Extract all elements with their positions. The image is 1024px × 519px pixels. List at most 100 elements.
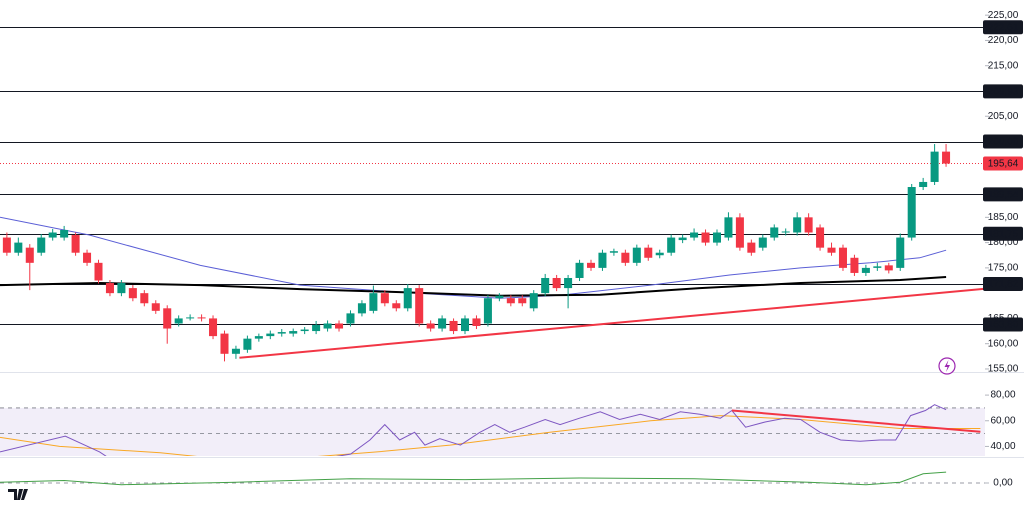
lightning-icon[interactable] — [938, 357, 956, 375]
candle-body — [174, 318, 183, 324]
candle-body — [71, 235, 80, 253]
y-tick-label: 185,00 — [988, 212, 1019, 223]
indicator-pane — [0, 471, 985, 486]
candle-body — [781, 231, 790, 233]
candle-body — [483, 298, 492, 324]
candle-body — [609, 251, 618, 253]
candle-body — [289, 331, 298, 334]
y-tick-label: 215,00 — [988, 60, 1019, 71]
candle-body — [873, 266, 882, 268]
candle-body — [586, 262, 596, 268]
candle-body — [552, 277, 561, 289]
candle-body — [747, 242, 756, 253]
band — [0, 407, 985, 456]
candle-body — [667, 237, 676, 253]
candle-body — [690, 232, 699, 238]
candle-body — [850, 257, 859, 273]
candle-body — [220, 333, 229, 354]
level-label-box — [983, 187, 1023, 202]
candle-body — [621, 252, 630, 263]
candle-body — [335, 323, 344, 329]
logo — [8, 489, 28, 500]
level-label: 163,80 — [988, 320, 1019, 331]
candle-body — [14, 242, 23, 253]
candle-body — [838, 247, 847, 268]
candle-body — [37, 237, 46, 253]
candle-body — [151, 303, 160, 311]
candle-body — [357, 303, 366, 314]
candle-body — [25, 247, 34, 263]
level-label: 209,93 — [988, 86, 1019, 97]
candle-body — [140, 293, 149, 304]
candle-body — [575, 262, 584, 278]
candle-body — [254, 336, 263, 339]
candle-body — [942, 151, 951, 164]
y-tick-label: 80,00 — [990, 390, 1015, 401]
candle-body — [60, 229, 69, 238]
candle-body — [644, 247, 653, 258]
candle-body — [712, 232, 721, 243]
candle-body — [197, 317, 206, 319]
candle-body — [541, 277, 550, 294]
y-tick-label: 175,00 — [988, 263, 1019, 274]
level-label-box — [983, 226, 1023, 241]
candle-body — [277, 332, 286, 334]
candle-body — [392, 303, 401, 309]
candle-body — [266, 333, 275, 337]
candle-body — [701, 232, 710, 243]
candle-body — [426, 323, 435, 329]
candle-body — [231, 348, 240, 354]
level-label-box — [983, 134, 1023, 149]
indicator-line — [0, 415, 981, 456]
candle-body — [94, 262, 103, 281]
candle-body — [403, 288, 412, 309]
y-tick-label: 155,00 — [988, 364, 1019, 375]
candle-body — [827, 247, 836, 253]
candle-body — [564, 277, 573, 289]
candle-body — [243, 338, 252, 350]
candle-body — [930, 151, 939, 182]
indicator-pane — [0, 404, 985, 456]
candle-body — [678, 237, 687, 241]
level-label: 200,00 — [988, 137, 1019, 148]
level-label: 189,54 — [988, 190, 1019, 201]
y-tick-label: 220,00 — [988, 35, 1019, 46]
level-label: 181,75 — [988, 229, 1019, 240]
candle-body — [163, 308, 172, 329]
candle-body — [449, 320, 458, 332]
overlay-line — [239, 287, 985, 359]
candle-body — [632, 247, 641, 263]
candle-body — [415, 288, 424, 324]
candle-body — [735, 217, 744, 248]
candle-body — [506, 298, 515, 304]
y-tick-label: 60,00 — [990, 415, 1015, 426]
y-tick-label: 180,00 — [988, 237, 1019, 248]
candle-body — [83, 252, 92, 263]
level-label-box — [983, 20, 1023, 35]
level-label-box — [983, 317, 1023, 332]
candle-body — [209, 318, 218, 337]
candle-body — [896, 237, 905, 268]
candle-body — [369, 293, 378, 311]
candle-body — [804, 217, 813, 233]
indicator-line — [731, 409, 981, 433]
candle-body — [770, 227, 779, 238]
overlay-line — [0, 276, 947, 297]
candle-body — [655, 252, 664, 256]
candle-body — [919, 181, 928, 188]
last-price-label: 195,64 — [988, 159, 1019, 170]
candle-body — [323, 323, 332, 329]
candle-body — [793, 217, 802, 233]
y-tick-label: 40,00 — [990, 441, 1015, 452]
candle-body — [48, 232, 57, 238]
candle-body — [529, 293, 538, 309]
candle-body — [758, 237, 767, 248]
candle-body — [105, 283, 114, 294]
y-tick-label: 0,00 — [993, 478, 1013, 489]
candle-body — [861, 267, 870, 273]
candle-body — [380, 293, 389, 304]
candle-body — [884, 265, 893, 271]
level-label: 171,82 — [988, 279, 1019, 290]
candle-body — [816, 227, 825, 248]
candle-body — [312, 324, 321, 332]
